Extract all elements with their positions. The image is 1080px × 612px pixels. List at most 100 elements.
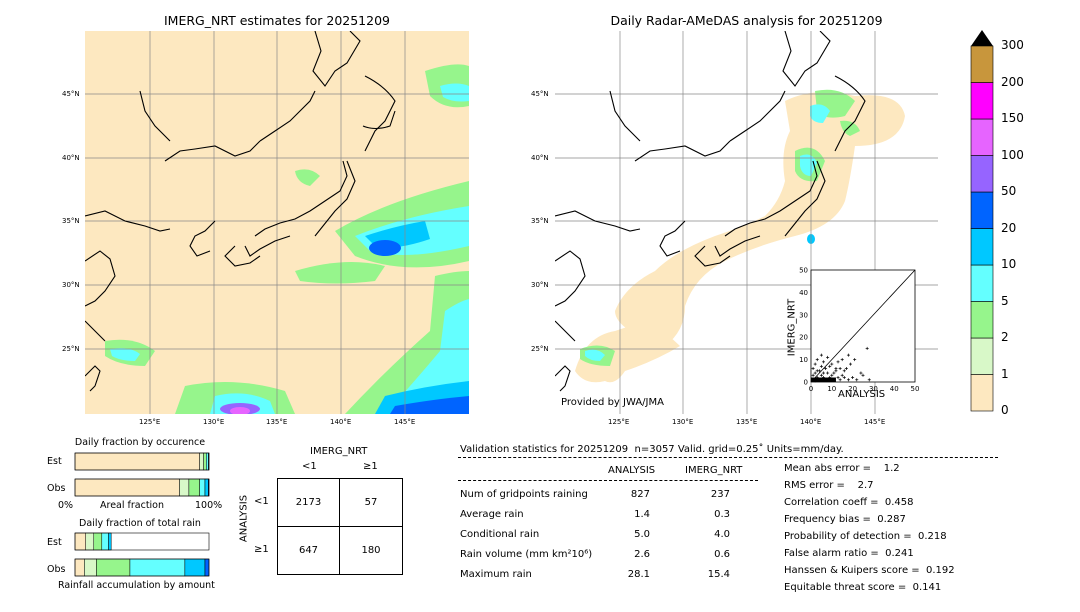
validation-row-imerg: 4.0	[714, 529, 730, 540]
left-lon-label-130: 130°E	[203, 418, 225, 426]
fraction-bar-segment	[206, 452, 209, 471]
inset-xtick-label: 40	[890, 385, 899, 393]
occurrence-est-label: Est	[47, 456, 62, 467]
left-map-rain-fields	[105, 64, 469, 414]
validation-row-label: Maximum rain	[460, 569, 532, 580]
contingency-col-title: IMERG_NRT	[310, 446, 368, 457]
validation-score: Probability of detection = 0.218	[784, 531, 947, 542]
colorbar-tick-label: 200	[1001, 74, 1024, 89]
inset-point	[828, 364, 832, 368]
contingency-row-ge: ≥1	[254, 544, 269, 555]
inset-point	[853, 358, 857, 362]
fraction-bar-segment	[203, 452, 207, 471]
validation-row-label: Num of gridpoints raining	[460, 489, 588, 500]
colorbar-extend-arrow	[971, 30, 993, 46]
inset-ytick-label: 10	[799, 356, 808, 364]
colorbar-tick-label: 5	[1001, 293, 1009, 308]
validation-row-imerg: 0.3	[714, 509, 730, 520]
inset-ytick-label: 0	[804, 379, 808, 387]
total-rain-obs-label: Obs	[47, 564, 66, 575]
left-lat-label-25: 25°N	[62, 345, 80, 353]
inset-point	[821, 371, 825, 375]
colorbar-tick-label: 10	[1001, 257, 1017, 271]
inset-point	[821, 360, 825, 364]
right-lat-label-30: 30°N	[531, 281, 549, 289]
inset-point	[842, 376, 846, 380]
inset-ylabel: IMERG_NRT	[786, 298, 798, 357]
occurrence-axis-mid: Areal fraction	[100, 500, 165, 511]
validation-header-rule	[458, 457, 998, 458]
colorbar-segment	[970, 264, 994, 302]
inset-point	[813, 362, 817, 366]
validation-score: Equitable threat score = 0.141	[784, 582, 942, 593]
inset-xtick-label: 0	[809, 385, 813, 393]
validation-row-analysis: 28.1	[627, 569, 650, 580]
inset-point	[811, 367, 815, 371]
inset-point	[865, 346, 869, 350]
colorbar-segment	[970, 45, 994, 83]
inset-diagonal	[810, 269, 916, 383]
fraction-bar-segment	[84, 558, 97, 577]
inset-xtick-label: 10	[827, 385, 836, 393]
left-lat-label-35: 35°N	[62, 217, 80, 225]
right-map-rain-fields	[580, 89, 860, 366]
contingency-cell-d: 180	[361, 545, 381, 556]
colorbar	[970, 30, 994, 412]
occurrence-title: Daily fraction by occurence	[74, 437, 206, 448]
colorbar-segment	[970, 82, 994, 120]
colorbar-tick-label: 20	[1001, 220, 1017, 235]
validation-row-analysis: 827	[630, 489, 650, 500]
inset-point	[832, 371, 836, 375]
contingency-cell-b: 57	[364, 497, 378, 508]
total-rain-axis-label: Rainfall accumulation by amount	[58, 580, 215, 591]
inset-xlabel: ANALYSIS	[838, 389, 886, 400]
inset-point	[861, 373, 865, 377]
validation-row-imerg: 0.6	[714, 549, 730, 560]
fraction-bar-frame	[74, 558, 210, 577]
fraction-bar-segment	[179, 478, 190, 497]
inset-ytick-label: 30	[799, 311, 808, 319]
fraction-bar-segment	[204, 478, 209, 497]
fraction-bar-frame	[74, 478, 210, 497]
fraction-bar-segment	[199, 478, 206, 497]
validation-score: Mean abs error = 1.2	[784, 463, 900, 474]
fraction-bar-segment	[129, 558, 186, 577]
inset-xtick-label: 30	[869, 385, 878, 393]
fraction-bar-segment	[108, 532, 112, 551]
right-lat-label-25: 25°N	[531, 345, 549, 353]
colorbar-segment	[970, 118, 994, 156]
total-rain-bars	[74, 532, 210, 577]
inset-ytick-label: 20	[799, 334, 808, 342]
validation-row-label: Rain volume (mm km²10⁶)	[460, 549, 593, 560]
right-map-coastlines	[555, 31, 866, 392]
right-lat-label-45: 45°N	[531, 90, 549, 98]
left-map	[85, 31, 469, 414]
total-rain-est-label: Est	[47, 537, 62, 548]
right-map-coverage	[575, 92, 905, 383]
inset-point	[836, 376, 840, 380]
colorbar-tick-label: 150	[1001, 111, 1024, 125]
inset-point	[836, 360, 840, 364]
colorbar-segment	[970, 374, 994, 412]
inset-point	[813, 371, 817, 375]
colorbar-tick-label: 0	[1001, 403, 1009, 417]
left-lat-label-40: 40°N	[62, 154, 80, 162]
inset-scatter: 00 10 10 20 20 30 30 40 40 50 50	[799, 267, 919, 394]
inset-point	[819, 364, 823, 368]
validation-row-analysis: 5.0	[634, 529, 650, 540]
data-credit: Provided by JWA/JMA	[561, 397, 664, 408]
occurrence-obs-label: Obs	[47, 483, 66, 494]
left-lat-label-45: 45°N	[62, 90, 80, 98]
left-lon-label-125: 125°E	[139, 418, 161, 426]
right-map-title: Daily Radar-AMeDAS analysis for 20251209	[610, 13, 883, 28]
fraction-bar-segment	[204, 558, 210, 577]
inset-point	[838, 378, 842, 382]
occurrence-axis-left: 0%	[58, 500, 74, 511]
fraction-bar-segment	[93, 532, 103, 551]
inset-point	[811, 373, 815, 377]
fraction-bar-segment	[74, 532, 86, 551]
colorbar-segment	[970, 228, 994, 266]
inset-point	[844, 367, 848, 371]
inset-point	[830, 373, 834, 377]
inset-point	[851, 376, 855, 380]
